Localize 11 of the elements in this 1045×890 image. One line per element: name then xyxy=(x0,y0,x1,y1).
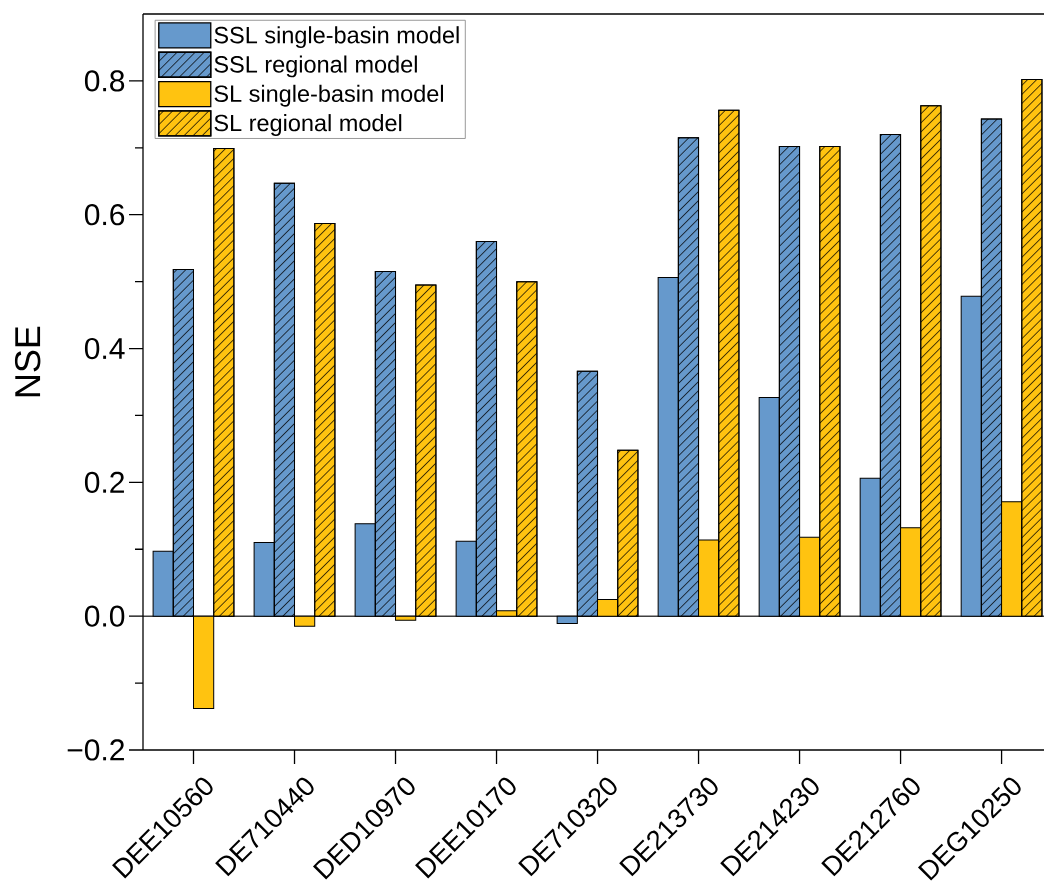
y-tick-label: 0.4 xyxy=(84,337,125,360)
y-tick-label: 0.2 xyxy=(84,471,124,493)
legend-label: SSL single-basin model xyxy=(214,26,459,49)
y-tick-label: 0.6 xyxy=(84,204,125,226)
y-axis-title: NSE xyxy=(14,326,41,397)
y-tick-label: −0.2 xyxy=(67,739,124,761)
legend-label: SL regional model xyxy=(214,114,402,136)
y-tick-label: 0.8 xyxy=(84,70,125,92)
legend-label: SSL regional model xyxy=(214,55,417,78)
y-tick-label: 0.0 xyxy=(84,605,125,627)
legend-label: SL single-basin model xyxy=(214,84,443,107)
